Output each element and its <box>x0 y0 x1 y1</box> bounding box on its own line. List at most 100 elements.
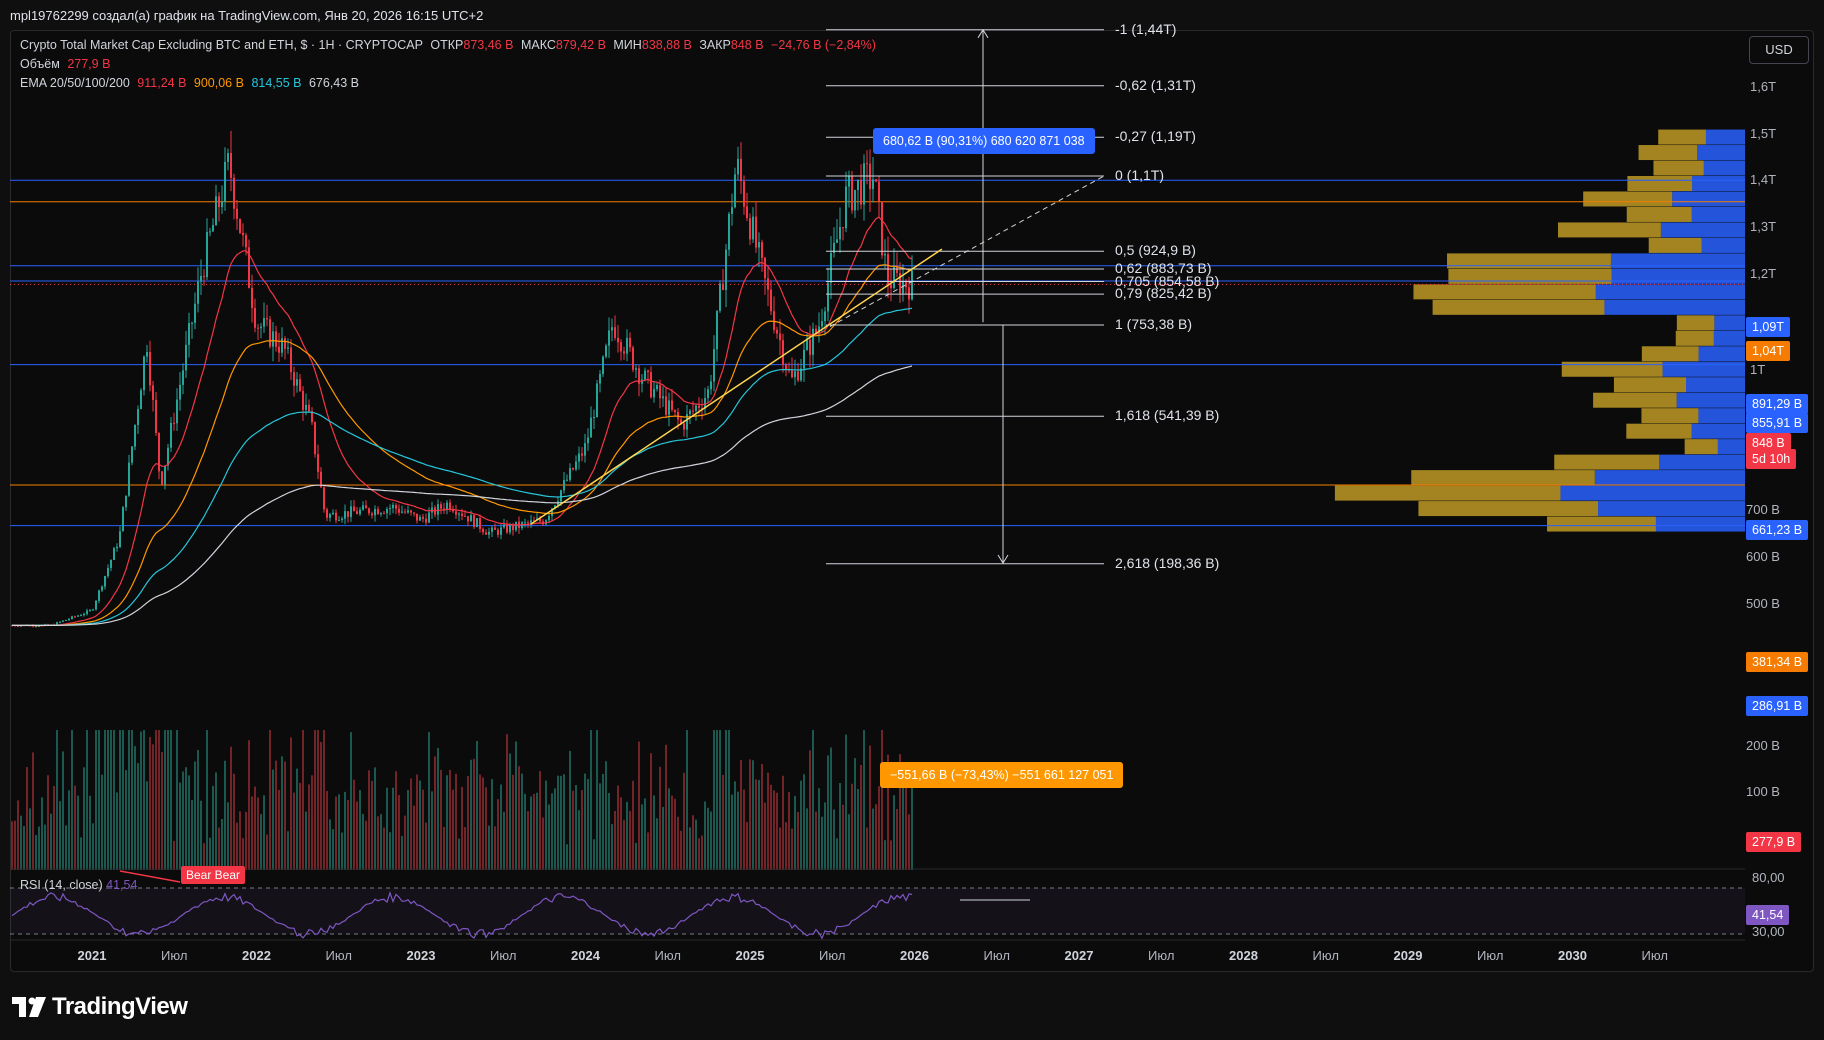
ema100-value: 814,55 B <box>251 76 302 90</box>
volume-bar <box>83 767 85 870</box>
candle-body <box>77 615 79 617</box>
volume-bar <box>674 798 676 870</box>
volume-bar <box>212 785 214 870</box>
time-axis-label: 2024 <box>571 948 600 963</box>
candle-body <box>593 416 595 418</box>
candle-body <box>329 514 331 518</box>
time-axis-label: Июл <box>1641 948 1668 963</box>
volume-bar <box>176 730 178 870</box>
volume-bar <box>506 734 508 870</box>
candle-body <box>401 511 403 513</box>
volume-bar <box>500 784 502 870</box>
volume-bar <box>251 796 253 870</box>
volume-profile-down <box>1583 191 1673 207</box>
volume-bar <box>317 730 319 870</box>
volume-bar <box>188 775 190 870</box>
volume-profile-down <box>1561 361 1663 377</box>
tradingview-logo[interactable]: TradingView <box>12 992 188 1022</box>
volume-bar <box>62 751 64 870</box>
ema50-value: 900,06 B <box>193 76 244 90</box>
measure-down-label[interactable]: −551,66 B (−73,43%) −551 661 127 051 <box>880 762 1124 788</box>
volume-bar <box>821 816 823 870</box>
ema50-line <box>12 264 912 627</box>
measure-up-label[interactable]: 680,62 B (90,31%) 680 620 871 038 <box>873 128 1095 154</box>
candle-body <box>554 505 556 509</box>
candle-body <box>428 512 430 523</box>
ema-lines <box>12 216 913 627</box>
candle-body <box>605 345 607 357</box>
candle-body <box>113 548 115 560</box>
volume-bar <box>95 730 97 870</box>
candle-body <box>347 511 349 517</box>
candle-body <box>740 158 742 182</box>
volume-bar <box>875 804 877 870</box>
symbol-title[interactable]: Crypto Total Market Cap Excluding BTC an… <box>20 38 423 52</box>
volume-bar <box>743 789 745 870</box>
volume-bar <box>728 730 730 870</box>
ema100-line <box>12 307 913 626</box>
volume-bar <box>122 730 124 870</box>
volume-bar <box>74 785 76 870</box>
candle-body <box>290 347 292 373</box>
candle-body <box>239 218 241 233</box>
volume-bar <box>764 802 766 870</box>
candle-body <box>842 227 844 229</box>
bear-divergence-line <box>119 870 181 883</box>
currency-button[interactable]: USD <box>1749 36 1809 64</box>
volume-bar <box>803 774 805 870</box>
volume-bar <box>536 792 538 870</box>
volume-bar <box>899 754 901 870</box>
ema-legend[interactable]: EMA 20/50/100/200 911,24 B 900,06 B 814,… <box>20 76 363 90</box>
volume-bar <box>362 814 364 870</box>
volume-bar <box>908 814 910 870</box>
volume-bar <box>257 797 259 870</box>
candle-body <box>149 352 151 386</box>
volume-bar <box>896 808 898 870</box>
candle-body <box>737 158 739 175</box>
volume-bar <box>806 808 808 870</box>
rsi-legend[interactable]: RSI (14, close) 41,54 <box>20 878 137 892</box>
candle-body <box>863 163 865 205</box>
volume-bar <box>824 802 826 870</box>
volume-profile-up <box>1698 346 1745 362</box>
volume-bar <box>725 730 727 870</box>
volume-legend[interactable]: Объём 277,9 B <box>20 57 114 71</box>
candle-body <box>167 447 169 466</box>
price-axis-label: 500 B <box>1746 596 1780 611</box>
candle-body <box>812 328 814 355</box>
candle-body <box>80 615 82 617</box>
candle-body <box>791 370 793 378</box>
candle-body <box>134 425 136 447</box>
volume-bar <box>101 774 103 870</box>
candle-body <box>92 609 94 611</box>
candle-body <box>332 512 334 515</box>
volume-profile-up <box>1703 160 1745 176</box>
volume-bar <box>359 790 361 870</box>
candle-body <box>218 196 220 208</box>
time-axis-label: Июл <box>490 948 517 963</box>
candle-body <box>479 518 481 529</box>
candle-body <box>569 468 571 480</box>
volume-bar <box>836 838 838 870</box>
volume-profile-up <box>1662 361 1745 377</box>
candle-body <box>245 235 247 248</box>
volume-bar <box>158 730 160 870</box>
volume-bar <box>557 775 559 870</box>
volume-bar <box>320 742 322 870</box>
candle-body <box>233 177 235 209</box>
candle-body <box>374 509 376 516</box>
volume-bar <box>461 786 463 870</box>
volume-bar <box>299 782 301 870</box>
volume-profile-up <box>1691 206 1745 222</box>
price-axis-label: 1,4T <box>1750 172 1777 187</box>
volume-bar <box>710 811 712 870</box>
candle-body <box>767 278 769 290</box>
candle-body <box>575 461 577 470</box>
volume-bar <box>554 788 556 870</box>
volume-bar <box>644 798 646 870</box>
volume-bar <box>308 784 310 870</box>
fib-level-label: 1 (753,38 B) <box>1115 316 1193 333</box>
candle-body <box>371 513 373 516</box>
volume-bar <box>272 769 274 870</box>
